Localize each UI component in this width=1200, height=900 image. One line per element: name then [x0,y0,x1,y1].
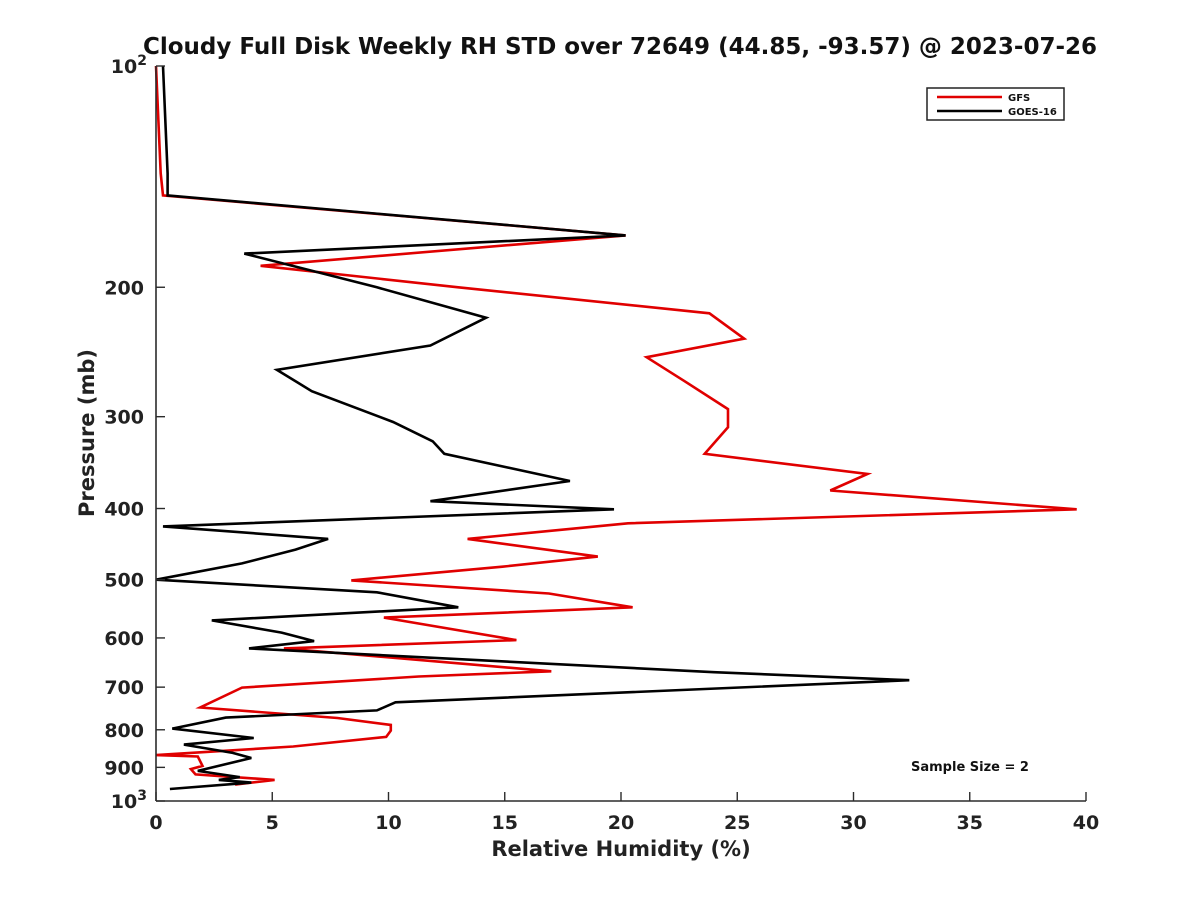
x-tick-label: 30 [840,812,866,834]
y-tick-label: 800 [104,720,144,742]
x-tick-label: 40 [1073,812,1099,834]
y-ticks: 102 200 300 400 500 600 700 800 900 103 [104,53,165,813]
x-tick-label: 20 [608,812,634,834]
chart-title: Cloudy Full Disk Weekly RH STD over 7264… [143,34,1097,60]
x-tick-label: 5 [266,812,279,834]
y-tick-label: 500 [104,570,144,592]
sample-size-annotation: Sample Size = 2 [911,760,1029,775]
legend-box [926,87,1065,121]
y-tick-label: 300 [104,407,144,429]
series-layer [154,65,1077,791]
y-tick-label: 600 [104,628,144,650]
x-tick-label: 10 [375,812,401,834]
y-tick-label: 103 [111,788,147,813]
x-tick-label: 0 [149,812,162,834]
y-tick-label: 102 [111,53,147,78]
x-tick-label: 25 [724,812,750,834]
y-axis-label: Pressure (mb) [75,349,99,517]
series-line-gfs [154,65,1077,786]
y-tick-label: 900 [104,757,144,779]
legend-label-goes16: GOES-16 [1008,107,1057,118]
x-tick-label: 15 [492,812,518,834]
y-tick-label: 400 [104,499,144,521]
x-axis-label: Relative Humidity (%) [491,837,750,861]
series-line-goes16 [155,65,910,791]
x-tick-label: 35 [957,812,983,834]
y-tick-label: 200 [104,277,144,299]
legend-label-gfs: GFS [1008,93,1030,104]
x-ticks: 0 5 10 15 20 25 30 35 40 [149,792,1099,834]
y-tick-label: 700 [104,677,144,699]
legend: GFS GOES-16 [926,87,1065,121]
